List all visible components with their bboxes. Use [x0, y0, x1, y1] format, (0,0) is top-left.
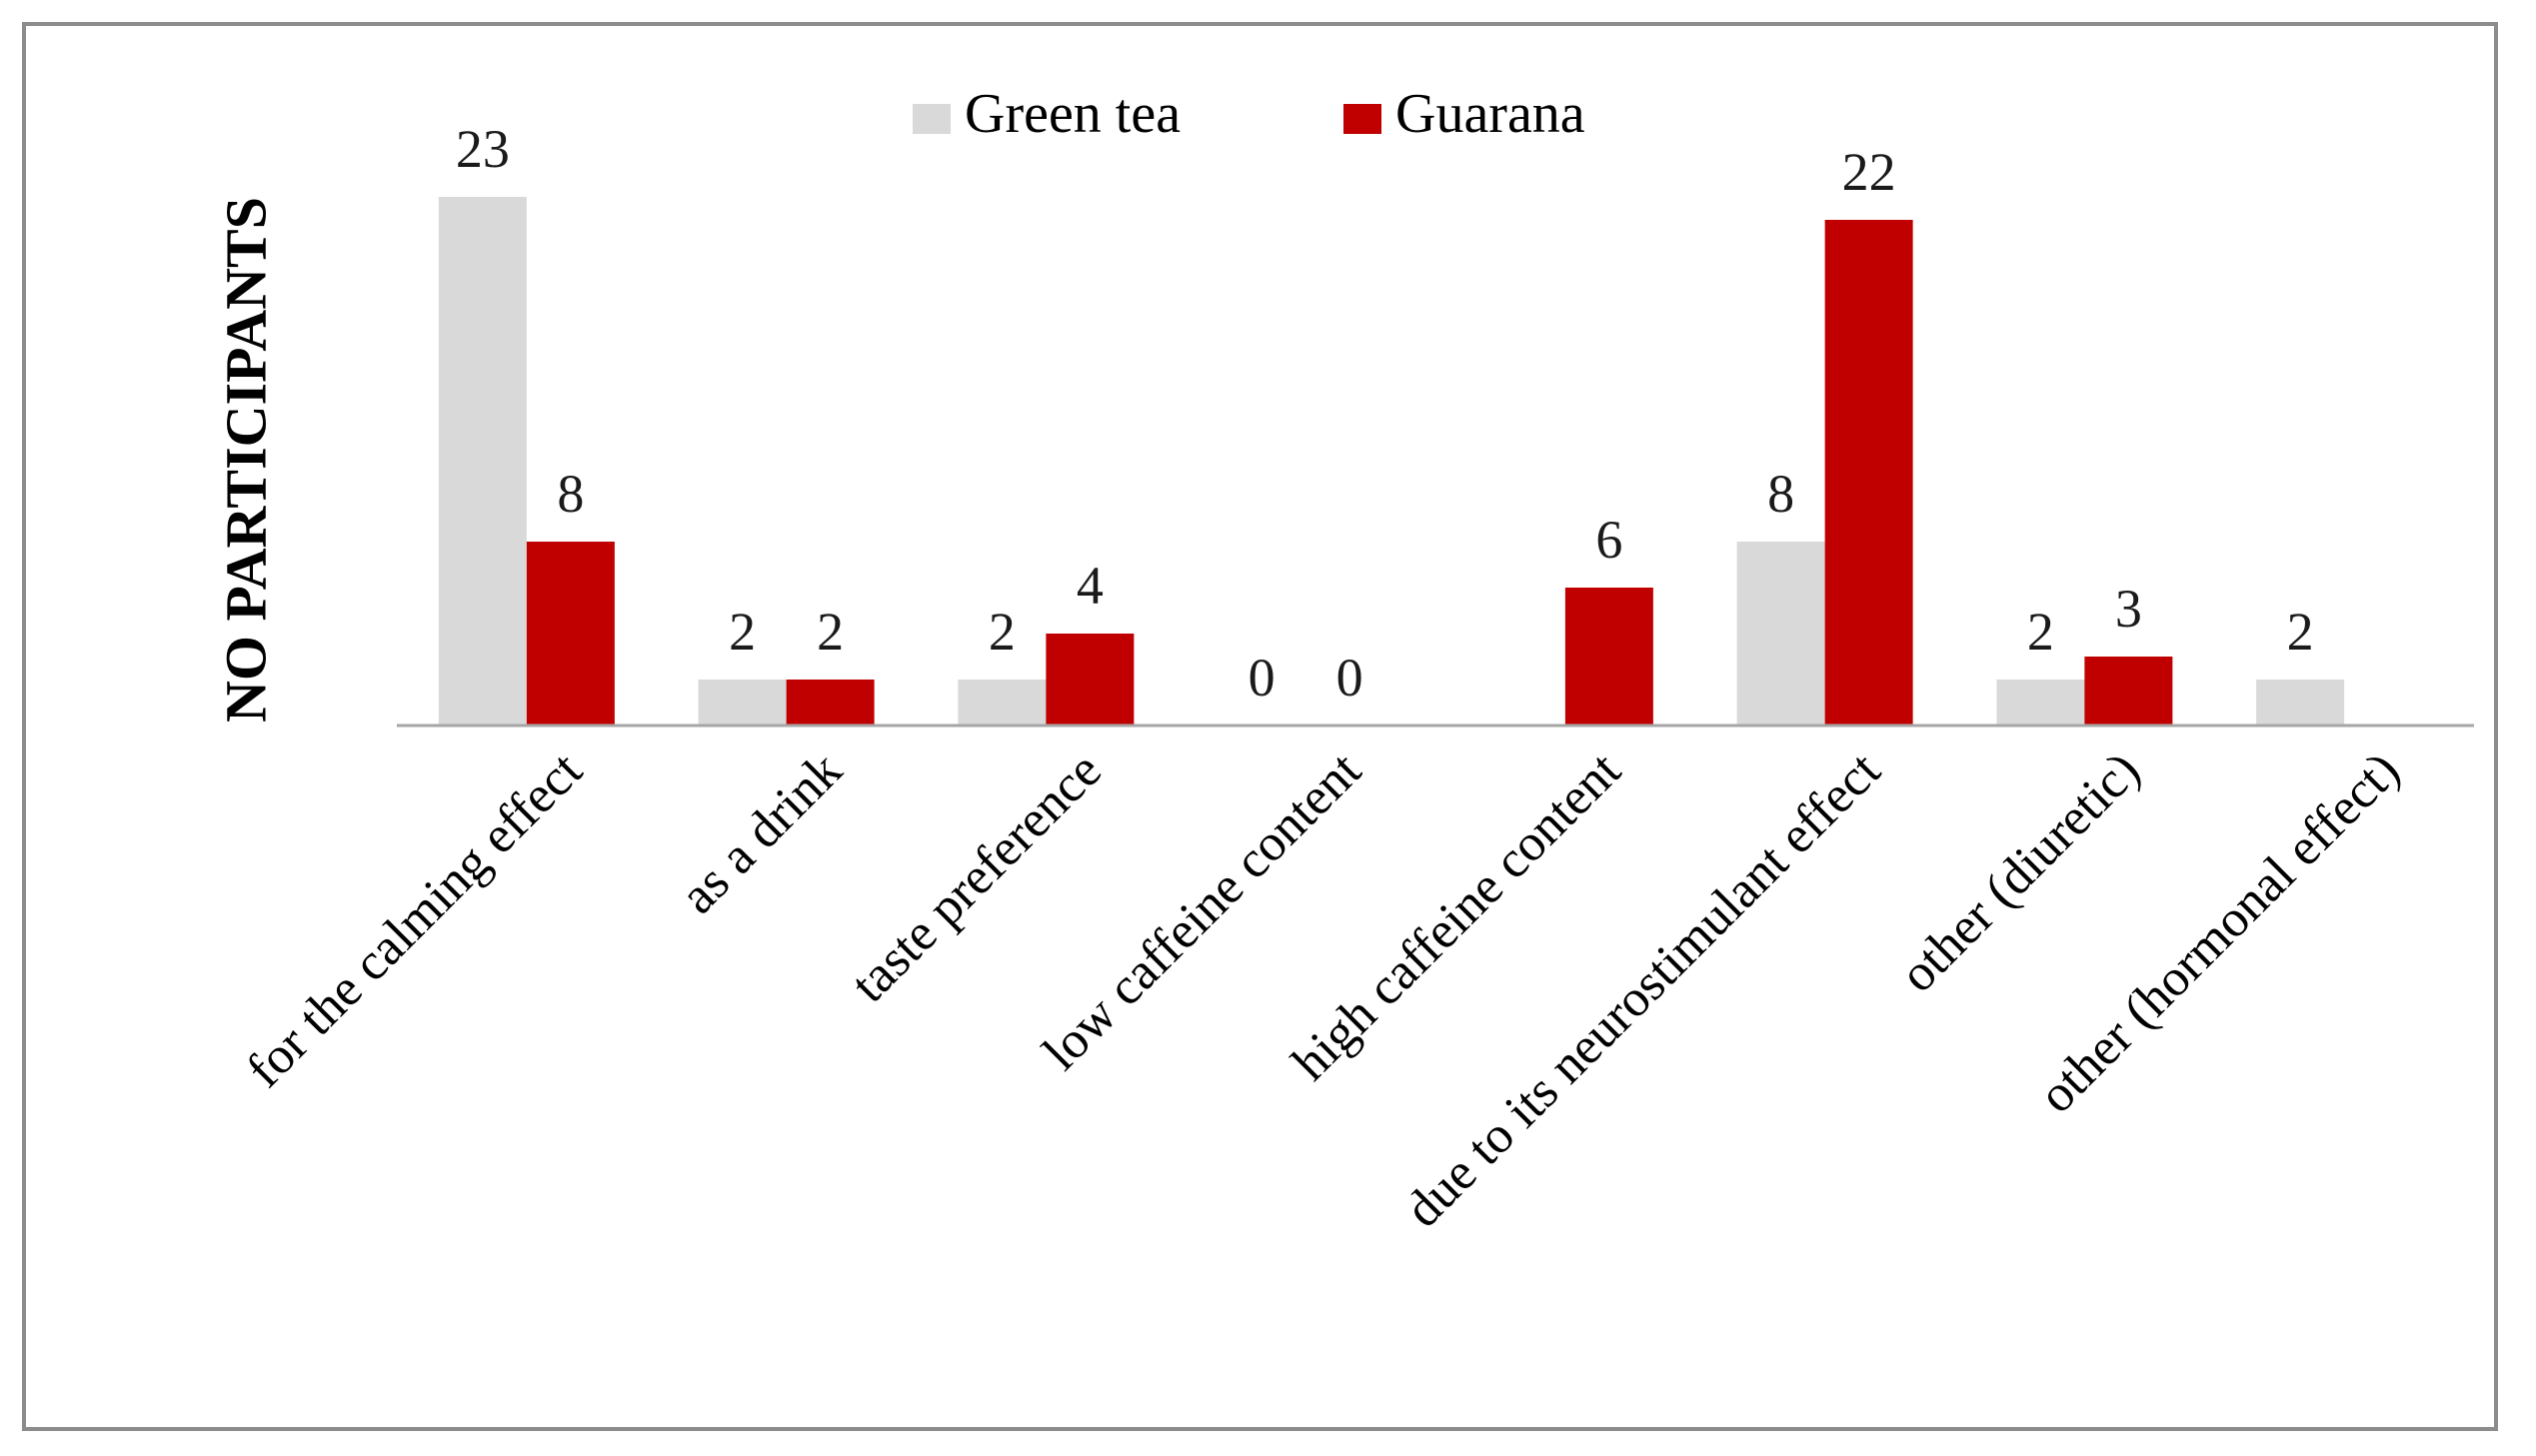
data-label: 23: [456, 119, 510, 179]
data-label: 2: [817, 602, 844, 662]
data-label: 4: [1077, 556, 1104, 616]
x-tick-label: taste preference: [841, 741, 1113, 1013]
bar-guarana: [2084, 657, 2173, 726]
legend: Green tea Guarana: [913, 83, 1585, 145]
data-label: 8: [557, 464, 584, 524]
bar-guarana: [1824, 220, 1913, 726]
bar-green-tea: [698, 680, 787, 726]
data-label: 0: [1249, 648, 1275, 708]
bar-green-tea: [1996, 680, 2085, 726]
data-label: 2: [729, 602, 756, 662]
bar-green-tea: [958, 680, 1047, 726]
data-label: 3: [2115, 579, 2142, 639]
x-tick-label: for the calming effect: [236, 741, 594, 1099]
data-label: 0: [1336, 648, 1363, 708]
bar-guarana: [526, 542, 615, 726]
legend-swatch: [1343, 104, 1381, 134]
data-label: 2: [989, 602, 1016, 662]
data-label: 8: [1767, 464, 1794, 524]
x-tick-label: as a drink: [670, 741, 853, 924]
bar-guarana: [1046, 634, 1135, 726]
bar-guarana: [786, 680, 875, 726]
legend-swatch: [913, 104, 951, 134]
bar-green-tea: [2256, 680, 2345, 726]
x-tick-label: due to its neurostimulant effect: [1394, 741, 1891, 1238]
bar-green-tea: [1736, 542, 1825, 726]
legend-label: Green tea: [965, 83, 1181, 145]
bar-guarana: [1564, 588, 1653, 726]
y-axis-label: NO PARTICIPANTS: [213, 197, 278, 723]
bars: [438, 197, 2345, 726]
data-label: 6: [1595, 510, 1622, 570]
legend-label: Guarana: [1395, 83, 1585, 145]
bar-green-tea: [438, 197, 527, 726]
data-label: 22: [1842, 142, 1896, 202]
data-label: 2: [2027, 602, 2054, 662]
x-tick-label: other (diuretic): [1889, 741, 2151, 1003]
data-label: 2: [2287, 602, 2314, 662]
